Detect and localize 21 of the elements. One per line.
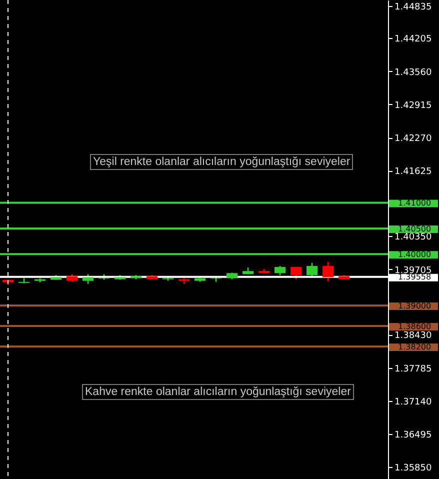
y-tick-label: 1.37785 bbox=[394, 364, 432, 374]
y-tick-label: 1.44835 bbox=[394, 2, 432, 12]
annotation: Yeşil renkte olanlar alıcıların yoğunlaştığı seviyeler bbox=[90, 154, 354, 170]
y-tick-label: 1.38430 bbox=[394, 331, 432, 342]
ref-line-label: 1.40000 bbox=[398, 250, 432, 259]
ref-line-label: 1.41000 bbox=[398, 198, 432, 208]
annotation: Kahve renkte olanlar alıcıların yoğunlaştığı seviyeler bbox=[82, 384, 354, 400]
y-tick-label: 1.36495 bbox=[394, 430, 432, 441]
ref-line-label: 1.40500 bbox=[398, 224, 432, 234]
y-tick-label: 1.43560 bbox=[394, 68, 432, 78]
y-tick-label: 1.40350 bbox=[394, 232, 432, 243]
y-tick-label: 1.41625 bbox=[394, 167, 432, 178]
ref-line-label: 1.38600 bbox=[398, 322, 432, 331]
ref-line-label: 1.39558 bbox=[398, 272, 432, 282]
ref-line-label: 1.39000 bbox=[398, 301, 432, 310]
y-tick-label: 1.35850 bbox=[394, 464, 432, 474]
ref-line-label: 1.38200 bbox=[398, 342, 432, 352]
y-tick-label: 1.44205 bbox=[394, 34, 432, 45]
y-tick-label: 1.42270 bbox=[394, 134, 432, 144]
y-tick-label: 1.42915 bbox=[394, 100, 432, 111]
y-tick-label: 1.37140 bbox=[394, 397, 432, 408]
